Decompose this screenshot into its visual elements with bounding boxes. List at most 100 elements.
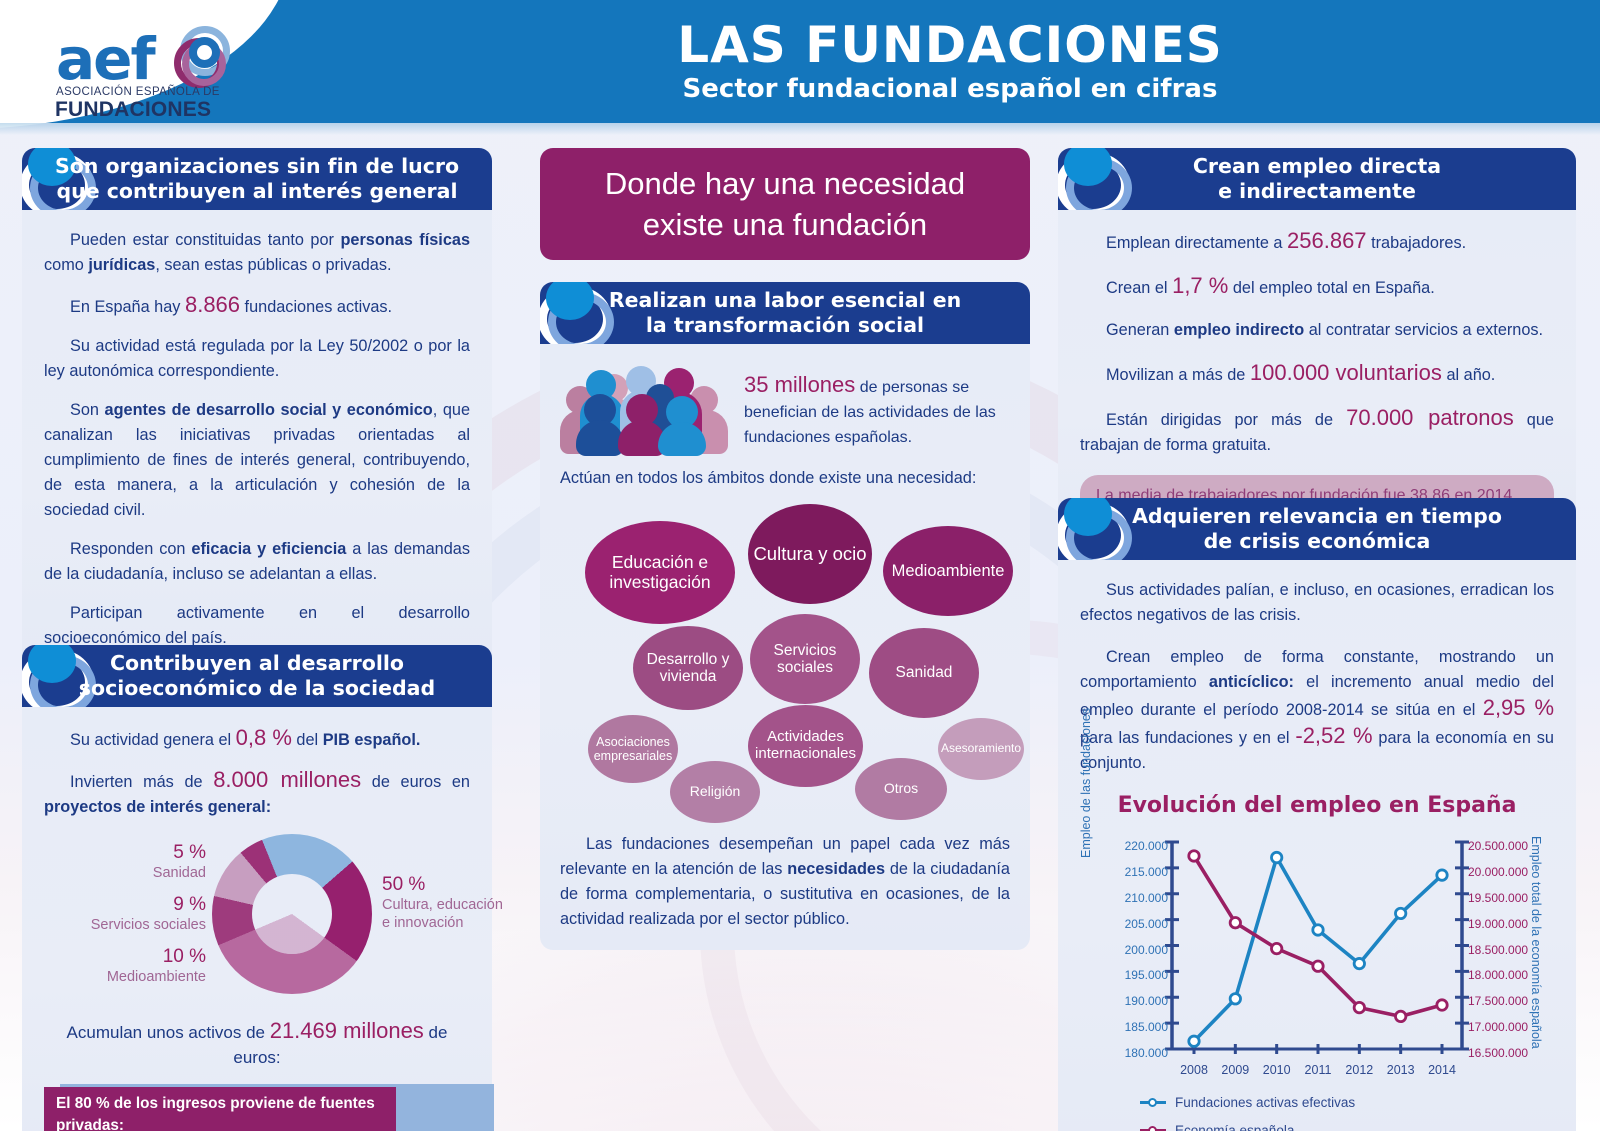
chart-points-fundaciones <box>1187 850 1449 1048</box>
logo-wordmark: aef <box>56 25 156 93</box>
panel-title-empleo: Crean empleo directa e indirectamente <box>1175 154 1459 204</box>
stat-2-95-pct: 2,95 % <box>1482 695 1554 720</box>
chart-plot-area <box>1165 840 1469 1054</box>
chart-ytick-left: 215.000 <box>1124 864 1168 879</box>
chart-data-point <box>1435 998 1449 1012</box>
chart-ytick-left: 180.000 <box>1124 1046 1168 1060</box>
panel-body-organizaciones: Pueden estar constituidas tanto por pers… <box>22 210 492 671</box>
bubble-cultura-ocio: Cultura y ocio <box>748 504 872 604</box>
panel-header-labor: Realizan una labor esencial en la transf… <box>540 282 1030 344</box>
chart-data-point <box>1228 916 1242 930</box>
highlight-line-1: El 80 % de los ingresos proviene de fuen… <box>56 1095 375 1131</box>
stat-minus-2-52-pct: -2,52 % <box>1295 723 1373 748</box>
paragraph-activos: Acumulan unos activos de 21.469 millones… <box>66 1018 448 1067</box>
chart-data-point <box>1435 868 1449 882</box>
rings-decoration-icon <box>1058 498 1148 560</box>
chart-xtick: 2012 <box>1345 1063 1374 1077</box>
aef-logo: aef ASOCIACIÓN ESPAÑOLA DE FUNDACIONES <box>52 25 247 123</box>
bubble-religion: Religión <box>670 761 760 823</box>
chart-ytick-right: 17.500.000 <box>1468 994 1529 1009</box>
panel-header-organizaciones: Son organizaciones sin fin de lucro que … <box>22 148 492 210</box>
stat-35-millones: 35 millones <box>744 372 856 397</box>
chart-title: Evolución del empleo en España <box>1117 793 1517 818</box>
legend-label-economia: Economía española <box>1175 1123 1295 1131</box>
chart-x-tick-labels: 2008 2009 2010 2011 2012 2013 2014 <box>1080 824 1554 1086</box>
stat-1-7-pct: 1,7 % <box>1172 273 1229 298</box>
paragraph-empleo-indirecto: Generan empleo indirecto al contratar se… <box>1106 321 1544 339</box>
chart-xtick: 2009 <box>1221 1063 1250 1077</box>
bubble-servicios-sociales: Servicios sociales <box>750 614 860 704</box>
donut-inner-wedge <box>252 874 332 954</box>
donut-label-cultura: 50 % Cultura, educación e innovación <box>382 874 503 931</box>
paragraph-papel-relevante: Las fundaciones desempeñan un papel cada… <box>560 835 1010 928</box>
panel-body-desarrollo: Su actividad genera el 0,8 % del PIB esp… <box>22 707 503 1131</box>
rings-decoration-icon <box>22 148 112 210</box>
donut-chart: 5 % Sanidad 9 % Servicios sociales 10 % … <box>44 834 503 1016</box>
legend-marker-fundaciones-icon <box>1140 1097 1166 1108</box>
beneficiaries-text: 35 millones de personas se benefician de… <box>744 372 996 446</box>
title-line-1: Son organizaciones sin fin de lucro <box>54 154 460 178</box>
chart-data-point <box>1270 850 1284 865</box>
title-line-2: que contribuyen al interés general <box>56 179 458 203</box>
chart-ytick-right: 20.000.000 <box>1468 864 1529 879</box>
paragraph-eficacia: Responden con eficacia y eficiencia a la… <box>44 540 470 583</box>
bubble-educacion-investigacion: Educación e investigación <box>585 521 735 624</box>
stat-21469-millones: 21.469 millones <box>269 1018 424 1043</box>
chart-data-point <box>1352 957 1366 971</box>
panel-header-desarrollo: Contribuyen al desarrollo socioeconómico… <box>22 645 492 707</box>
sectors-bubble-chart: Educación e investigación Cultura y ocio… <box>560 496 1024 826</box>
chart-data-point <box>1228 992 1242 1006</box>
paragraph-emplean: Emplean directamente a 256.867 trabajado… <box>1106 228 1467 253</box>
panel-title-crisis: Adquieren relevancia en tiempo de crisis… <box>1114 504 1520 554</box>
chart-ytick-left: 200.000 <box>1124 942 1168 957</box>
chart-xtick: 2011 <box>1304 1063 1332 1077</box>
stat-256867: 256.867 <box>1287 228 1367 253</box>
header-title-block: LAS FUNDACIONES Sector fundacional españ… <box>330 18 1570 104</box>
panel-organizaciones: Son organizaciones sin fin de lucro que … <box>22 148 492 671</box>
chart-ytick-right: 16.500.000 <box>1468 1046 1529 1060</box>
chart-points-economia <box>1187 849 1449 1023</box>
chart-ytick-left: 185.000 <box>1124 1020 1168 1035</box>
chart-data-point <box>1311 959 1325 973</box>
panel-header-crisis: Adquieren relevancia en tiempo de crisis… <box>1058 498 1576 560</box>
chart-ytick-left: 210.000 <box>1124 890 1168 905</box>
chart-y-tick-labels-left: 180.000 185.000 190.000 195.000 200.000 205.0… <box>1110 824 1168 1086</box>
panel-crean-empleo: Crean empleo directa e indirectamente Em… <box>1058 148 1576 553</box>
chart-data-point <box>1187 849 1201 863</box>
chart-legend: Fundaciones activas efectivas Economía e… <box>1080 1090 1554 1131</box>
paragraph-palian: Sus actividades palían, e incluso, en oc… <box>1080 581 1554 624</box>
page-header: aef ASOCIACIÓN ESPAÑOLA DE FUNDACIONES L… <box>0 0 1600 129</box>
chart-ytick-right: 20.500.000 <box>1468 839 1529 853</box>
chart-ytick-left: 190.000 <box>1124 994 1168 1009</box>
stat-8866: 8.866 <box>184 292 241 317</box>
chart-data-point <box>1311 923 1325 937</box>
bubble-desarrollo-vivienda: Desarrollo y vivienda <box>633 626 743 710</box>
quote-line-2: existe una fundación <box>642 207 928 242</box>
paragraph-ley: Su actividad está regulada por la Ley 50… <box>44 337 470 380</box>
logo-subtitle-line1: ASOCIACIÓN ESPAÑOLA DE <box>56 86 220 98</box>
ambitos-text: Actúan en todos los ámbitos donde existe… <box>560 469 977 487</box>
paragraph-fundaciones-activas: En España hay 8.866 fundaciones activas. <box>70 292 393 317</box>
title-line-2: socioeconómico de la sociedad <box>78 676 436 700</box>
rings-decoration-icon <box>1058 148 1148 210</box>
paragraph-patronos: Están dirigidas por más de 70.000 patron… <box>1080 405 1554 454</box>
bubble-otros: Otros <box>855 758 947 820</box>
chart-ytick-right: 18.500.000 <box>1468 942 1529 957</box>
donut-label-servicios-sociales: 9 % Servicios sociales <box>90 894 206 933</box>
chart-ytick-right: 17.000.000 <box>1468 1020 1529 1035</box>
paragraph-agentes: Son agentes de desarrollo social y econó… <box>44 401 470 519</box>
legend-marker-economia-icon <box>1140 1125 1166 1131</box>
donut-label-medioambiente: 10 % Medioambiente <box>106 946 206 985</box>
employment-line-chart: Empleo de las fundaciones Empleo total d… <box>1079 708 1554 1086</box>
paragraph-pib: Su actividad genera el 0,8 % del PIB esp… <box>70 725 421 750</box>
panel-desarrollo-socioeconomico: Contribuyen al desarrollo socioeconómico… <box>22 645 503 1131</box>
chart-ytick-right: 19.000.000 <box>1468 916 1529 931</box>
beneficiaries-row: 35 millones de personas se benefician de… <box>560 360 1010 456</box>
paragraph-anticiclico: Crean empleo de forma constante, mostran… <box>1080 648 1554 772</box>
chart-data-point <box>1352 1001 1366 1015</box>
paragraph-voluntarios: Movilizan a más de 100.000 voluntarios a… <box>1106 360 1496 385</box>
chart-ytick-right: 19.500.000 <box>1468 890 1529 905</box>
paragraph-constituidas: Pueden estar constituidas tanto por pers… <box>44 231 470 274</box>
title-line-1: Contribuyen al desarrollo <box>110 651 404 675</box>
